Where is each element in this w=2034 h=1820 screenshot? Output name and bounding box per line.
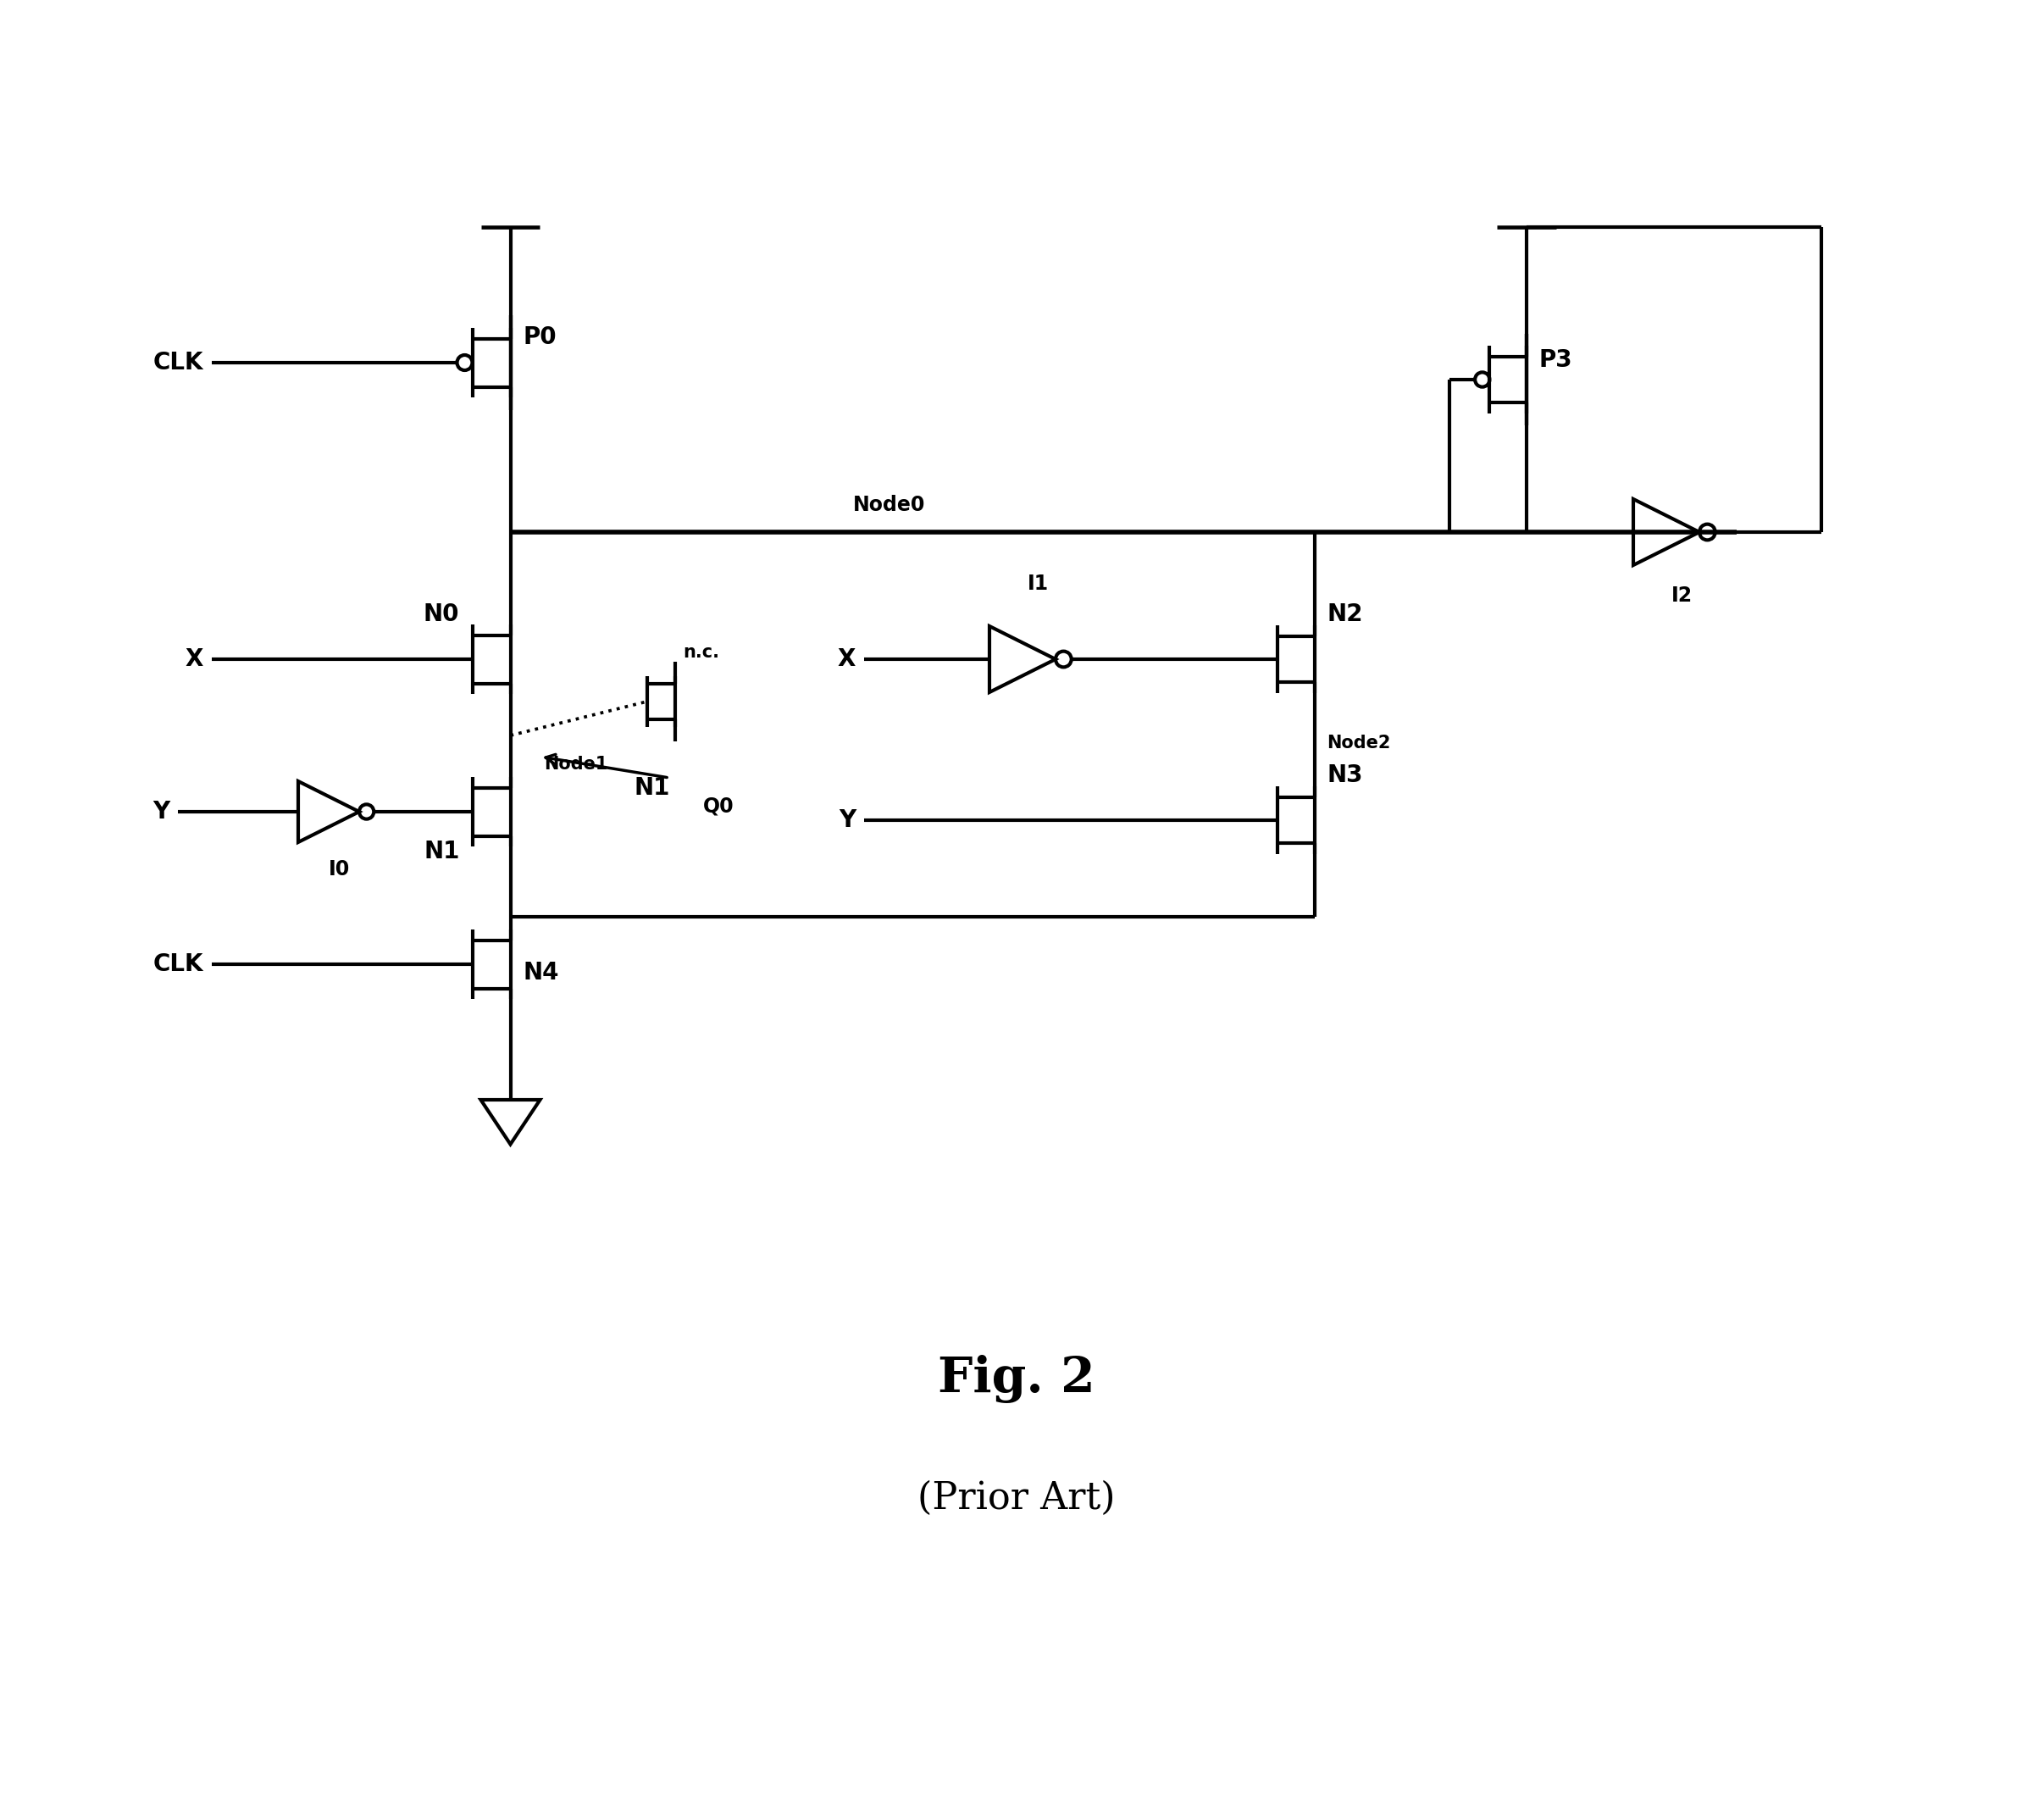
Text: N2: N2 bbox=[1326, 602, 1363, 626]
Text: Y: Y bbox=[838, 808, 856, 832]
Text: Node0: Node0 bbox=[854, 495, 925, 515]
Text: Y: Y bbox=[153, 799, 169, 824]
Text: P0: P0 bbox=[523, 326, 557, 349]
Text: n.c.: n.c. bbox=[683, 644, 720, 661]
Text: N0: N0 bbox=[423, 602, 460, 626]
Text: X: X bbox=[838, 648, 856, 672]
Text: Fig. 2: Fig. 2 bbox=[938, 1356, 1094, 1403]
Text: N4: N4 bbox=[523, 961, 559, 985]
Text: Node2: Node2 bbox=[1326, 735, 1391, 752]
Text: CLK: CLK bbox=[153, 952, 203, 976]
Text: Node1: Node1 bbox=[545, 755, 608, 774]
Text: N1: N1 bbox=[423, 839, 460, 863]
Text: CLK: CLK bbox=[153, 351, 203, 375]
Text: I1: I1 bbox=[1027, 573, 1048, 593]
Text: X: X bbox=[185, 648, 203, 672]
Text: I0: I0 bbox=[327, 859, 350, 879]
Text: P3: P3 bbox=[1540, 348, 1572, 371]
Text: Q0: Q0 bbox=[704, 795, 734, 815]
Text: N3: N3 bbox=[1326, 763, 1363, 786]
Text: (Prior Art): (Prior Art) bbox=[917, 1480, 1115, 1516]
Text: N1: N1 bbox=[635, 775, 671, 799]
Text: I2: I2 bbox=[1672, 586, 1692, 606]
